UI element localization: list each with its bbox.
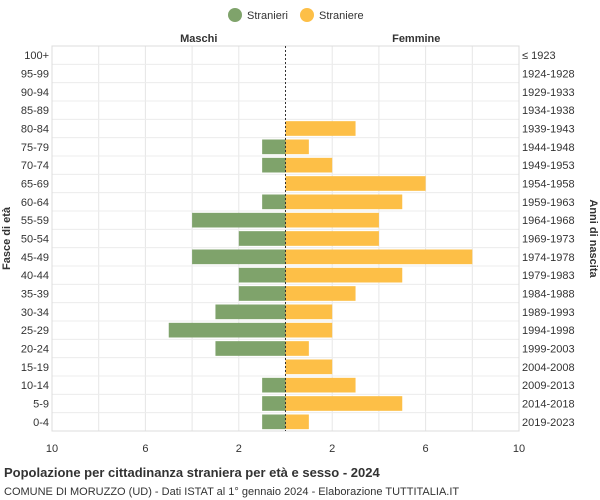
chart-title: Popolazione per cittadinanza straniera p… <box>4 465 380 480</box>
left-header: Maschi <box>180 33 217 45</box>
bar-male-50-54 <box>238 231 286 246</box>
axis-labels: 100+ ≤ 1923 95-99 1924-1928 90-94 1929-1933 85… <box>1 33 599 455</box>
legend-label: Straniere <box>319 10 364 22</box>
birth-year-label: 2004-2008 <box>522 362 575 374</box>
birth-year-label: 1949-1953 <box>522 160 575 172</box>
bar-male-55-59 <box>192 212 286 228</box>
bar-female-35-39 <box>285 286 356 301</box>
bar-male-35-39 <box>238 286 286 301</box>
age-label: 75-79 <box>21 142 49 154</box>
bar-male-20-24 <box>215 341 286 356</box>
x-tick-label: 6 <box>142 443 148 455</box>
age-label: 50-54 <box>21 234 49 246</box>
right-header: Femmine <box>392 33 440 45</box>
y-axis-left-title: Fasce di età <box>1 206 13 270</box>
bar-female-0-4 <box>285 414 309 430</box>
bar-male-5-9 <box>262 396 286 411</box>
age-label: 20-24 <box>21 344 49 356</box>
age-label: 0-4 <box>33 417 49 429</box>
bar-female-40-44 <box>285 267 403 283</box>
bar-male-25-29 <box>168 322 286 338</box>
chart-subtitle: COMUNE DI MORUZZO (UD) - Dati ISTAT al 1… <box>4 486 460 498</box>
age-label: 85-89 <box>21 105 49 117</box>
birth-year-label: 1924-1928 <box>522 69 575 81</box>
age-label: 35-39 <box>21 289 49 301</box>
x-tick-label: 10 <box>46 443 58 455</box>
bar-male-30-34 <box>215 304 286 320</box>
age-label: 80-84 <box>21 124 49 136</box>
birth-year-label: 1989-1993 <box>522 307 575 319</box>
age-label: 100+ <box>24 50 49 62</box>
age-label: 90-94 <box>21 87 49 99</box>
birth-year-label: 1994-1998 <box>522 325 575 337</box>
age-label: 10-14 <box>21 380 49 392</box>
bar-female-65-69 <box>285 176 426 191</box>
birth-year-label: 1929-1933 <box>522 87 575 99</box>
birth-year-label: 1964-1968 <box>522 215 575 227</box>
age-label: 60-64 <box>21 197 49 209</box>
birth-year-label: 1979-1983 <box>522 270 575 282</box>
age-label: 40-44 <box>21 270 49 282</box>
bar-male-75-79 <box>262 139 286 155</box>
bar-female-80-84 <box>285 121 356 136</box>
age-label: 95-99 <box>21 69 49 81</box>
birth-year-label: 1959-1963 <box>522 197 575 209</box>
bar-female-25-29 <box>285 322 333 338</box>
bar-female-30-34 <box>285 304 333 320</box>
legend: Stranieri Straniere <box>228 8 364 22</box>
legend-swatch <box>228 8 242 22</box>
x-tick-label: 10 <box>513 443 525 455</box>
birth-year-label: 1974-1978 <box>522 252 575 264</box>
birth-year-label: ≤ 1923 <box>522 50 556 62</box>
y-axis-right-title: Anni di nascita <box>587 199 599 278</box>
legend-label: Stranieri <box>247 10 288 22</box>
bar-male-0-4 <box>262 414 286 430</box>
birth-year-label: 1954-1958 <box>522 179 575 191</box>
birth-year-label: 2014-2018 <box>522 399 575 411</box>
age-label: 55-59 <box>21 215 49 227</box>
x-tick-label: 2 <box>236 443 242 455</box>
bars <box>168 121 473 430</box>
age-label: 65-69 <box>21 179 49 191</box>
birth-year-label: 1984-1988 <box>522 289 575 301</box>
bar-female-15-19 <box>285 359 333 375</box>
bar-female-20-24 <box>285 341 309 356</box>
x-tick-label: 6 <box>423 443 429 455</box>
birth-year-label: 1944-1948 <box>522 142 575 154</box>
birth-year-label: 1969-1973 <box>522 234 575 246</box>
bar-female-50-54 <box>285 231 379 246</box>
bar-male-70-74 <box>262 157 286 173</box>
birth-year-label: 1999-2003 <box>522 344 575 356</box>
age-label: 15-19 <box>21 362 49 374</box>
legend-swatch <box>300 8 314 22</box>
age-label: 70-74 <box>21 160 49 172</box>
bar-female-55-59 <box>285 212 379 228</box>
bar-female-70-74 <box>285 157 333 173</box>
bar-female-10-14 <box>285 377 356 393</box>
x-tick-label: 2 <box>329 443 335 455</box>
bar-male-60-64 <box>262 194 286 210</box>
age-label: 45-49 <box>21 252 49 264</box>
age-label: 5-9 <box>33 399 49 411</box>
age-label: 25-29 <box>21 325 49 337</box>
birth-year-label: 2009-2013 <box>522 380 575 392</box>
birth-year-label: 1939-1943 <box>522 124 575 136</box>
bar-female-45-49 <box>285 249 473 265</box>
bar-male-40-44 <box>238 267 286 283</box>
bar-female-75-79 <box>285 139 309 155</box>
bar-female-5-9 <box>285 396 403 411</box>
birth-year-label: 1934-1938 <box>522 105 575 117</box>
birth-year-label: 2019-2023 <box>522 417 575 429</box>
bar-male-45-49 <box>192 249 286 265</box>
bar-male-10-14 <box>262 377 286 393</box>
bar-female-60-64 <box>285 194 403 210</box>
age-label: 30-34 <box>21 307 49 319</box>
